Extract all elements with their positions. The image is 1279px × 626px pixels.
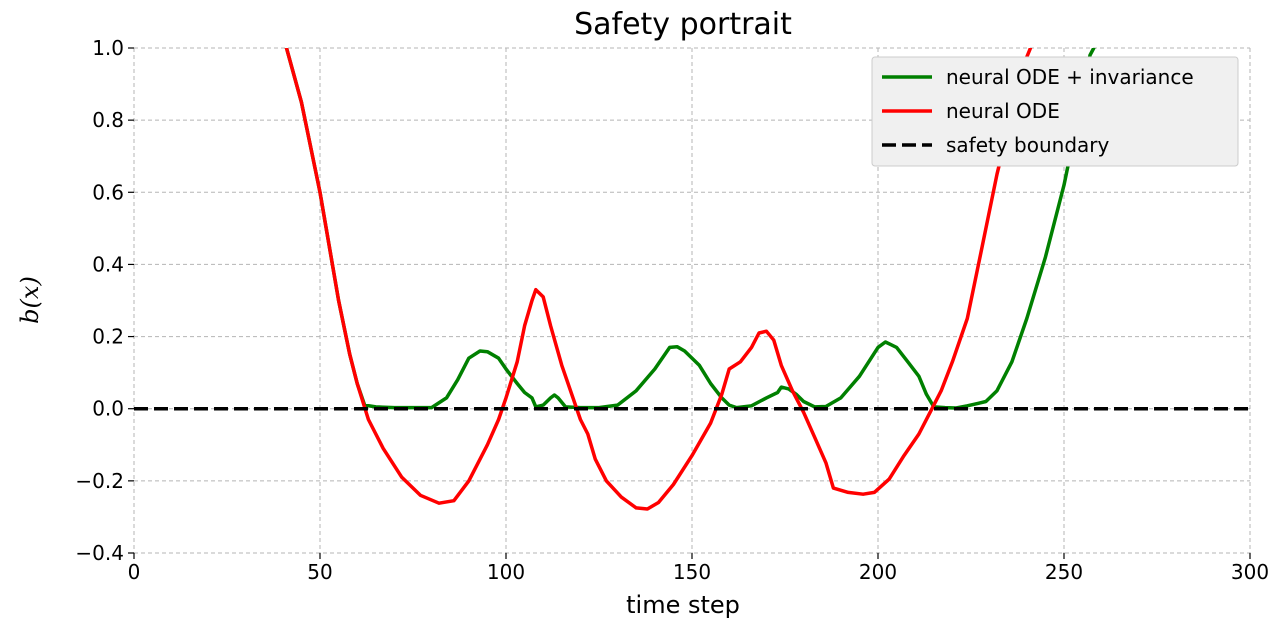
legend-box: [871, 56, 1239, 167]
series-layer: [134, 48, 1250, 511]
series-line-1: [284, 48, 1096, 410]
y-tick-label: 0.8: [92, 108, 124, 132]
axes: 0 50 100 150 200 250 300 −0.4 −0.2 0.0 0.2 0.4 0.6 0.…: [75, 36, 1269, 584]
y-tick-label: −0.4: [75, 541, 124, 565]
y-tick-label: 0.2: [92, 325, 124, 349]
y-tick-label: 1.0: [92, 36, 124, 60]
x-tick-label: 300: [1231, 560, 1269, 584]
y-tick-label: 0.4: [92, 252, 124, 276]
y-tick-label: −0.2: [75, 469, 124, 493]
chart-title: Safety portrait: [574, 7, 792, 42]
y-tick-label: 0.0: [92, 397, 124, 421]
y-tick-label: 0.6: [92, 180, 124, 204]
x-tick-label: 250: [1045, 560, 1083, 584]
legend: neural ODE + invariance neural ODE safety …: [871, 56, 1239, 167]
x-axis-label: time step: [626, 591, 740, 619]
legend-label: neural ODE + invariance: [946, 65, 1194, 89]
x-tick-label: 150: [673, 560, 711, 584]
legend-label: safety boundary: [946, 133, 1110, 157]
x-tick-label: 0: [128, 560, 141, 584]
y-axis-label: b(x): [16, 276, 44, 324]
x-tick-label: 50: [307, 560, 332, 584]
series-line-2: [284, 48, 1033, 511]
x-tick-label: 100: [487, 560, 525, 584]
legend-label: neural ODE: [946, 99, 1060, 123]
x-tick-label: 200: [859, 560, 897, 584]
